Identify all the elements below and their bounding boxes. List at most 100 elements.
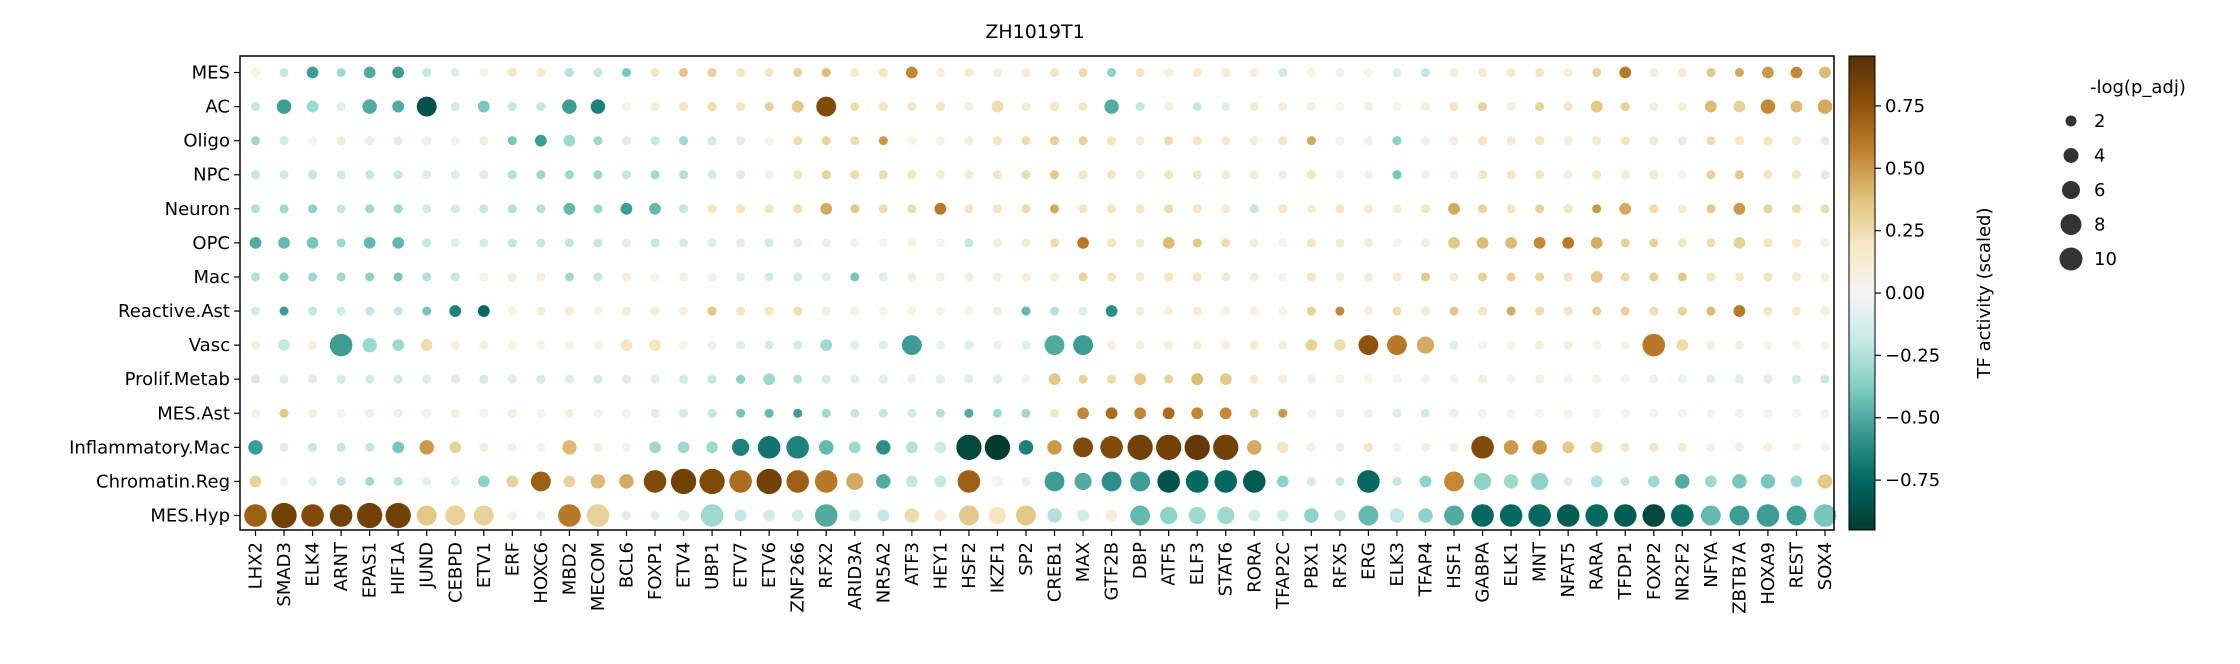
dot-point	[1704, 475, 1717, 488]
dot-point	[1392, 136, 1402, 146]
dot-point	[816, 96, 837, 117]
dot-point	[1592, 136, 1602, 146]
dot-point	[1478, 136, 1488, 146]
dot-point	[479, 374, 489, 384]
dot-point	[678, 67, 689, 78]
dot-point	[699, 468, 725, 495]
dot-point	[308, 442, 318, 452]
dot-point	[562, 440, 577, 455]
dot-point	[385, 502, 411, 529]
dot-point	[621, 442, 632, 452]
dot-point	[564, 306, 574, 316]
dot-point	[450, 170, 460, 180]
dot-point	[1335, 374, 1345, 384]
dot-point	[1306, 67, 1316, 78]
dot-point	[1563, 204, 1573, 214]
dot-point	[1449, 272, 1459, 282]
dot-point	[732, 438, 750, 456]
dot-point	[1556, 504, 1580, 527]
dot-point	[1449, 170, 1459, 180]
dot-point	[536, 102, 546, 112]
dot-point	[1819, 66, 1831, 79]
x-tick-label: CREB1	[1045, 542, 1066, 602]
colorbar	[1848, 55, 1876, 531]
dot-point	[536, 67, 546, 78]
dot-point	[621, 306, 632, 316]
dot-point	[250, 272, 261, 282]
dot-point	[1506, 272, 1516, 282]
dot-point	[1249, 272, 1259, 282]
dot-point	[878, 67, 888, 78]
dot-point	[901, 335, 922, 356]
x-tick-label: EPAS1	[360, 542, 381, 598]
dot-point	[362, 337, 377, 353]
dot-point	[1276, 509, 1289, 522]
size-legend-dot	[2062, 181, 2080, 199]
dot-point	[422, 306, 432, 316]
dot-point	[650, 67, 660, 78]
size-legend: 2 4 6 8 10	[2059, 111, 2117, 271]
dot-point	[1221, 204, 1231, 214]
dot-point	[1044, 471, 1065, 492]
x-tick-label: NFAT5	[1558, 542, 1579, 598]
dot-point	[1592, 170, 1602, 180]
dot-point	[1449, 374, 1459, 384]
dot-point	[1763, 204, 1773, 214]
dot-point	[308, 408, 318, 418]
dot-point	[564, 374, 574, 384]
dot-point	[1392, 442, 1402, 452]
dot-point	[620, 339, 633, 352]
dot-point	[1499, 504, 1523, 527]
dot-point	[1563, 408, 1573, 418]
dot-point	[1620, 170, 1630, 180]
dot-point	[707, 170, 717, 180]
dot-point	[477, 305, 490, 317]
dot-point	[1306, 170, 1316, 180]
dot-point	[1100, 436, 1123, 459]
dot-point	[1107, 272, 1117, 282]
dot-point	[1677, 408, 1687, 418]
dot-point	[1675, 474, 1690, 489]
x-tick-label: HSF1	[1444, 542, 1465, 589]
size-legend-label: 6	[2094, 180, 2105, 201]
dot-point	[1762, 66, 1774, 79]
dot-point	[479, 408, 489, 418]
dot-point	[1791, 408, 1802, 418]
dot-point	[422, 136, 432, 146]
dot-point	[564, 408, 574, 418]
dot-point	[558, 504, 581, 527]
dot-point	[964, 374, 974, 384]
dot-point	[1047, 508, 1062, 523]
x-tick-label: HOXA9	[1758, 542, 1779, 605]
dot-point	[1278, 238, 1288, 248]
x-tick-label: LHX2	[246, 542, 267, 589]
dot-point	[878, 306, 888, 316]
dot-point	[250, 136, 261, 146]
dot-point	[1478, 374, 1488, 384]
dot-point	[1620, 408, 1630, 418]
dot-point	[477, 475, 490, 488]
dot-point	[1506, 67, 1516, 78]
dot-point	[846, 472, 864, 491]
dot-point	[1562, 236, 1575, 249]
dot-point	[1729, 505, 1750, 526]
dot-point	[670, 468, 697, 495]
dot-point	[1130, 471, 1151, 492]
dot-point	[621, 408, 632, 418]
dot-point	[1419, 475, 1432, 488]
dot-point	[814, 470, 838, 493]
dot-point	[650, 102, 660, 112]
dot-point	[563, 134, 576, 147]
dot-point	[1077, 236, 1089, 249]
dot-point	[416, 505, 437, 526]
dot-point	[1249, 238, 1259, 248]
dot-point	[250, 374, 261, 384]
dot-point	[1649, 204, 1659, 214]
dot-point	[850, 340, 860, 350]
dot-point	[1135, 340, 1145, 350]
dot-point	[365, 170, 375, 180]
dot-point	[1134, 407, 1147, 420]
dot-point	[393, 476, 403, 486]
dot-point	[707, 340, 717, 350]
